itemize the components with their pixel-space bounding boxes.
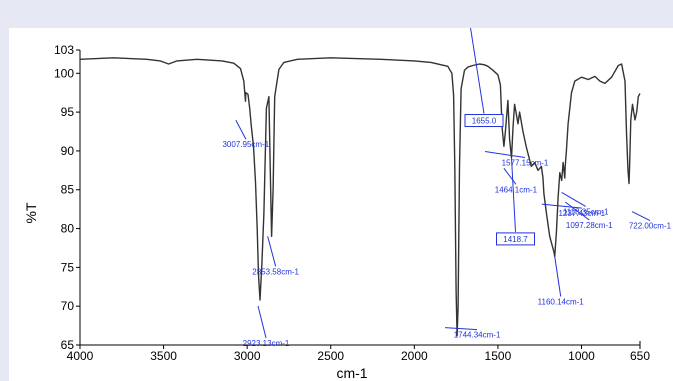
peak-label: 1160.14cm-1: [538, 298, 585, 307]
y-tick-label: 70: [61, 299, 75, 313]
y-tick-label: 75: [61, 260, 75, 274]
y-tick-label: 103: [54, 43, 74, 57]
annotation-leader: [504, 168, 516, 184]
annotation-leader: [632, 212, 650, 221]
spectrum-line: [80, 58, 640, 336]
peak-label: 2853.58cm-1: [252, 267, 299, 276]
peak-annotation: 1160.14cm-1: [538, 257, 585, 307]
annotation-leader: [555, 257, 561, 297]
annotation-leader: [268, 236, 276, 266]
x-axis-label: cm-1: [336, 365, 367, 381]
peak-annotation: 1655.0: [465, 28, 503, 127]
annotation-leader: [485, 152, 525, 158]
annotation-leader: [467, 28, 484, 114]
peak-annotation: 1464.1cm-1: [495, 168, 538, 194]
y-tick-label: 65: [61, 338, 75, 352]
annotations-layer: 3007.95cm-1 2923.13cm-1 2853.58cm-1 1744.34…: [222, 28, 671, 348]
annotation-leader: [236, 120, 246, 139]
x-tick-label: 650: [630, 349, 650, 363]
y-tick-label: 80: [61, 222, 75, 236]
annotation-leader: [258, 306, 266, 338]
peak-label: 2923.13cm-1: [243, 339, 290, 348]
y-axis-ticks: 65 70 75 80 85 90 95 100 103: [54, 43, 80, 352]
ir-spectrum-chart: 4000 3500 3000 2500 2000 1500 1000 650 65707580…: [9, 28, 673, 381]
y-tick-label: 90: [61, 144, 75, 158]
x-tick-label: 2000: [401, 349, 428, 363]
peak-label: 722.00cm-1: [629, 222, 672, 231]
peak-annotation: 1418.7: [497, 158, 535, 245]
peak-label: 3007.95cm-1: [222, 140, 269, 149]
y-tick-label: 85: [61, 183, 75, 197]
peak-label: 1744.34cm-1: [454, 331, 501, 340]
peak-annotation: 1744.34cm-1: [445, 328, 501, 340]
y-tick-label: 100: [54, 66, 74, 80]
peak-annotation: 1577.15cm-1: [485, 152, 549, 168]
x-tick-label: 1500: [485, 349, 512, 363]
x-tick-label: 3000: [234, 349, 261, 363]
peak-annotation: 2923.13cm-1: [243, 306, 290, 348]
chart-frame: 4000 3500 3000 2500 2000 1500 1000 650 65 70 75 80…: [9, 28, 673, 381]
x-tick-label: 3500: [150, 349, 177, 363]
annotation-leader: [512, 158, 516, 232]
annotation-leader: [445, 328, 477, 330]
annotation-leader: [562, 192, 586, 206]
series-layer: [80, 58, 640, 336]
x-tick-label: 2500: [317, 349, 344, 363]
peak-label: 1577.15cm-1: [502, 159, 549, 168]
peak-label: 1118.35cm-1: [563, 207, 609, 216]
y-tick-label: 95: [61, 105, 75, 119]
peak-annotation: 2853.58cm-1: [252, 236, 299, 276]
peak-annotation: 3007.95cm-1: [222, 120, 269, 149]
peak-annotation: 722.00cm-1: [629, 212, 672, 231]
y-axis-label: %T: [23, 202, 39, 223]
boxed-peak-label: 1418.7: [503, 235, 528, 244]
boxed-peak-label: 1655.0: [472, 117, 497, 126]
peak-label: 1097.28cm-1: [566, 221, 613, 230]
peak-label: 1464.1cm-1: [495, 185, 538, 194]
x-tick-label: 1000: [568, 349, 595, 363]
x-axis-ticks: 4000 3500 3000 2500 2000 1500 1000 650: [67, 345, 651, 363]
